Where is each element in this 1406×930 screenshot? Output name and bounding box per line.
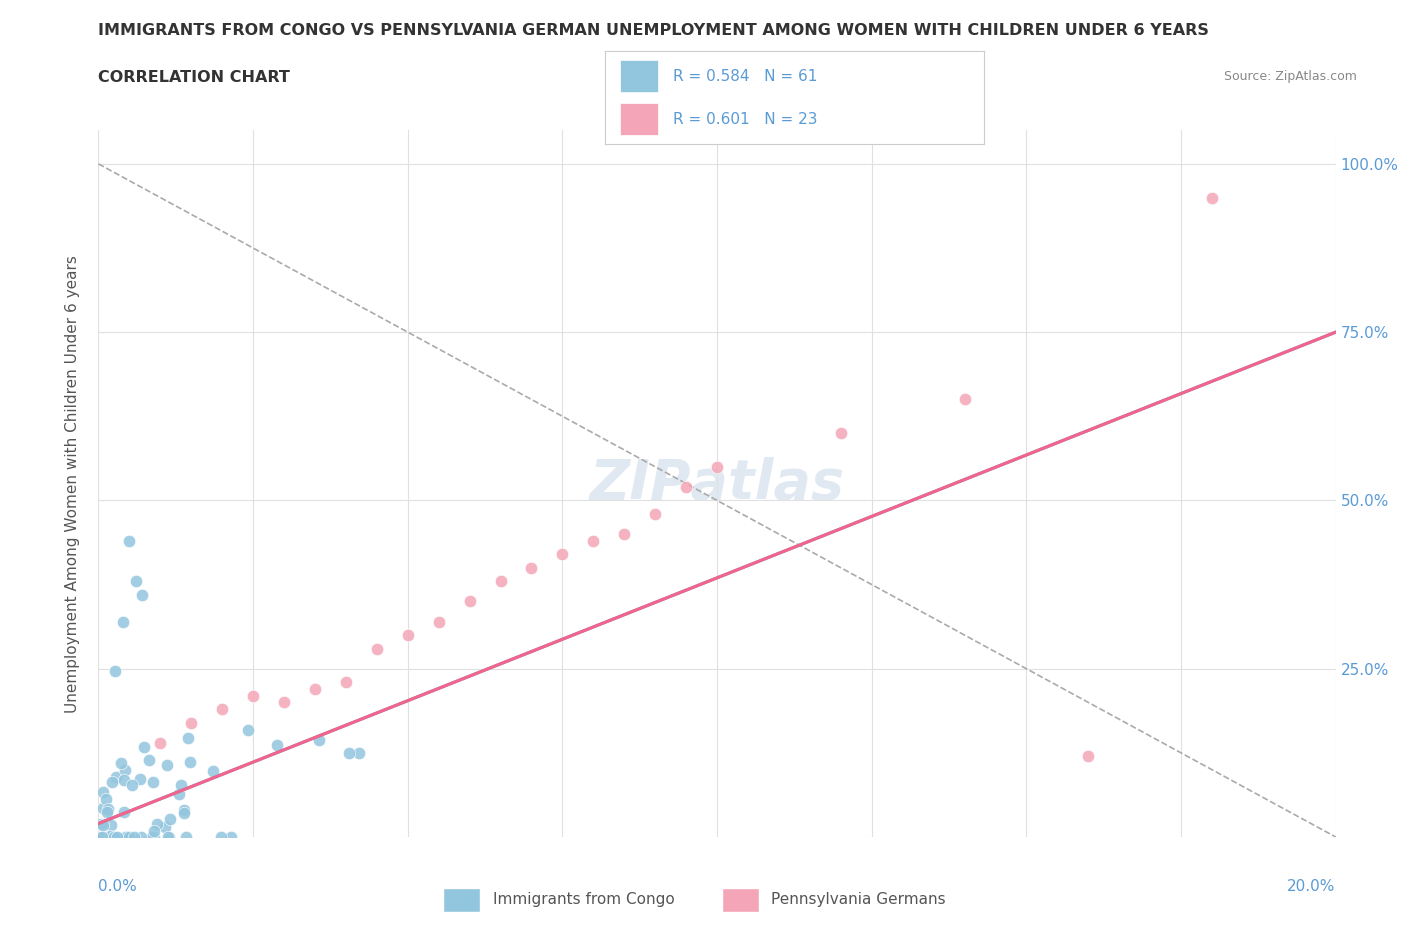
Point — [337, 746, 360, 761]
Point — [347, 746, 370, 761]
Point — [953, 392, 976, 407]
Point — [458, 594, 481, 609]
Point — [582, 534, 605, 549]
Point — [520, 560, 543, 575]
Text: 20.0%: 20.0% — [1288, 880, 1336, 895]
Point — [132, 739, 155, 754]
Point — [117, 830, 139, 844]
Point — [121, 777, 143, 792]
Point — [100, 830, 122, 844]
Point — [105, 830, 128, 844]
Point — [173, 806, 195, 821]
Point — [167, 786, 190, 801]
Point — [366, 641, 388, 656]
Point — [335, 675, 357, 690]
Point — [142, 774, 165, 789]
Point — [124, 574, 146, 589]
Point — [273, 695, 295, 710]
Point — [266, 737, 288, 752]
Point — [98, 829, 121, 844]
Point — [100, 817, 122, 832]
Point — [396, 628, 419, 643]
Point — [174, 830, 197, 844]
Point — [124, 830, 146, 844]
Point — [146, 817, 169, 831]
Point — [94, 791, 117, 806]
Text: Immigrants from Congo: Immigrants from Congo — [492, 892, 675, 908]
Point — [489, 574, 512, 589]
Text: ZIP​atlas: ZIP​atlas — [589, 457, 845, 511]
Bar — [443, 888, 481, 912]
Point — [236, 723, 259, 737]
Point — [114, 763, 136, 777]
Point — [129, 772, 152, 787]
Point — [1201, 190, 1223, 205]
Point — [91, 817, 114, 832]
Point — [118, 534, 141, 549]
Point — [644, 507, 666, 522]
Point — [159, 812, 181, 827]
Point — [1077, 749, 1099, 764]
Point — [131, 587, 153, 602]
Point — [179, 754, 201, 769]
Text: Pennsylvania Germans: Pennsylvania Germans — [770, 892, 946, 908]
Point — [131, 830, 153, 844]
Point — [830, 426, 852, 441]
Point — [112, 804, 135, 819]
Point — [219, 830, 242, 844]
Point — [112, 773, 135, 788]
Point — [138, 753, 160, 768]
Point — [156, 830, 179, 844]
Point — [170, 777, 193, 792]
Point — [89, 830, 111, 844]
Text: IMMIGRANTS FROM CONGO VS PENNSYLVANIA GERMAN UNEMPLOYMENT AMONG WOMEN WITH CHILD: IMMIGRANTS FROM CONGO VS PENNSYLVANIA GE… — [98, 23, 1209, 38]
Point — [706, 459, 728, 474]
Point — [177, 730, 200, 745]
Point — [93, 785, 115, 800]
Point — [201, 764, 224, 778]
Point — [180, 715, 202, 730]
Point — [157, 830, 180, 844]
Point — [104, 663, 127, 678]
Point — [103, 830, 125, 844]
Point — [308, 733, 330, 748]
Text: R = 0.601   N = 23: R = 0.601 N = 23 — [673, 112, 817, 126]
Point — [90, 817, 112, 831]
Point — [105, 770, 128, 785]
Point — [101, 775, 124, 790]
Bar — [620, 103, 658, 135]
Text: CORRELATION CHART: CORRELATION CHART — [98, 70, 290, 85]
Text: R = 0.584   N = 61: R = 0.584 N = 61 — [673, 69, 817, 84]
Text: Source: ZipAtlas.com: Source: ZipAtlas.com — [1223, 70, 1357, 83]
Point — [115, 830, 138, 844]
Bar — [620, 60, 658, 92]
Point — [110, 755, 132, 770]
Point — [156, 758, 179, 773]
Text: 0.0%: 0.0% — [98, 880, 138, 895]
Bar — [721, 888, 759, 912]
Point — [112, 614, 135, 629]
Point — [427, 614, 450, 629]
Point — [173, 803, 195, 817]
Point — [551, 547, 574, 562]
Point — [613, 526, 636, 541]
Point — [153, 819, 176, 834]
Point — [211, 701, 233, 716]
Point — [142, 824, 165, 839]
Point — [103, 830, 125, 844]
Point — [304, 682, 326, 697]
Point — [142, 830, 165, 844]
Point — [114, 830, 136, 844]
Point — [141, 830, 163, 844]
Point — [103, 830, 125, 844]
Point — [97, 802, 120, 817]
Point — [96, 804, 118, 819]
Point — [91, 830, 114, 844]
Point — [242, 688, 264, 703]
Point — [91, 800, 114, 815]
Point — [675, 480, 697, 495]
Point — [209, 830, 232, 844]
Y-axis label: Unemployment Among Women with Children Under 6 years: Unemployment Among Women with Children U… — [65, 255, 80, 712]
Point — [149, 736, 172, 751]
